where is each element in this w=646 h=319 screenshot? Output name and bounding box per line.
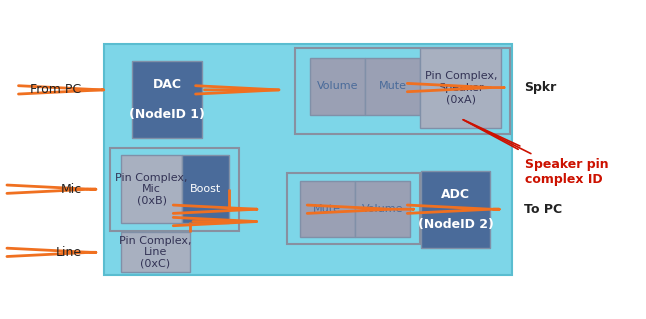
Bar <box>121 232 190 272</box>
Text: DAC

(NodeID 1): DAC (NodeID 1) <box>129 78 205 122</box>
Text: Mute: Mute <box>313 204 341 214</box>
Text: Boost: Boost <box>190 184 221 194</box>
Text: Volume: Volume <box>362 204 403 214</box>
Bar <box>309 57 365 115</box>
Text: ADC

(NodeID 2): ADC (NodeID 2) <box>418 188 494 231</box>
Bar <box>365 57 421 115</box>
Bar <box>421 171 490 248</box>
Text: To PC: To PC <box>525 203 563 216</box>
Bar <box>287 173 420 244</box>
Text: Volume: Volume <box>317 81 358 92</box>
Bar <box>355 182 410 237</box>
Text: From PC: From PC <box>30 83 81 96</box>
Text: Speaker pin
complex ID: Speaker pin complex ID <box>463 120 609 186</box>
Bar <box>295 48 510 134</box>
Bar <box>421 48 501 128</box>
Text: Mic: Mic <box>60 183 81 196</box>
Text: Line: Line <box>56 246 81 259</box>
Text: Pin Complex,
Mic
(0xB): Pin Complex, Mic (0xB) <box>116 173 188 206</box>
Bar <box>110 148 240 231</box>
Bar <box>132 61 202 138</box>
Bar <box>121 155 182 223</box>
Text: Spkr: Spkr <box>525 81 557 94</box>
Text: Pin Complex,
Speaker
(0xA): Pin Complex, Speaker (0xA) <box>424 71 497 105</box>
Bar <box>104 44 512 275</box>
Bar <box>300 182 355 237</box>
Bar <box>182 155 229 223</box>
Text: Mute: Mute <box>379 81 407 92</box>
Text: Pin Complex,
Line
(0xC): Pin Complex, Line (0xC) <box>120 236 192 269</box>
